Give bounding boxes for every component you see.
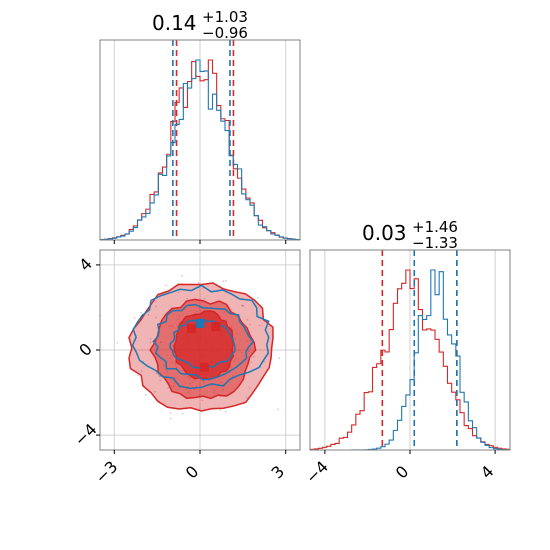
hist-param-1-title-minus: −0.96 bbox=[202, 24, 248, 42]
contour-sample-point bbox=[154, 390, 157, 393]
contour-series bbox=[99, 274, 281, 420]
contour-sample-point bbox=[149, 341, 152, 344]
contour-xtick-label-2: 3 bbox=[268, 462, 289, 483]
contour-sample-point bbox=[204, 297, 206, 300]
contour-sample-point bbox=[141, 370, 143, 373]
contour-sample-point bbox=[147, 314, 150, 316]
contour-sample-point bbox=[137, 374, 139, 376]
contour-ytick-label-1: 0 bbox=[75, 339, 96, 360]
contour-sample-point bbox=[169, 417, 172, 420]
hist-panel-param-2: 0.03 +1.46 −1.33 bbox=[309, 218, 511, 451]
contour-sample-point bbox=[219, 409, 222, 411]
contour-sample-point bbox=[158, 375, 161, 378]
contour-sample-point bbox=[250, 361, 253, 364]
contour-marker-0 bbox=[195, 318, 205, 328]
contour-sample-point bbox=[133, 317, 136, 319]
contour-sample-point bbox=[167, 387, 169, 389]
contour-sample-point bbox=[246, 318, 249, 321]
contour-sample-point bbox=[240, 304, 243, 307]
contour-marker-1 bbox=[211, 322, 221, 332]
contour-sample-point bbox=[258, 324, 261, 327]
contour-sample-point bbox=[149, 338, 152, 340]
hist-param-1-hist-series_b bbox=[99, 59, 301, 241]
hist-param-2-xtick-label-0: −4 bbox=[302, 457, 332, 487]
hist-param-2-xtick-label-1: 0 bbox=[392, 462, 413, 483]
contour-sample-point bbox=[242, 305, 244, 307]
contour-sample-point bbox=[263, 360, 266, 363]
contour-sample-point bbox=[278, 357, 281, 360]
contour-sample-point bbox=[159, 379, 162, 382]
contour-sample-point bbox=[201, 399, 204, 402]
contour-sample-point bbox=[155, 305, 157, 308]
contour-xtick-label-0: −3 bbox=[91, 457, 121, 487]
contour-sample-point bbox=[253, 355, 255, 358]
contour-sample-point bbox=[181, 412, 184, 415]
contour-sample-point bbox=[242, 304, 244, 307]
contour-sample-point bbox=[155, 372, 158, 375]
contour-sample-point bbox=[257, 297, 260, 299]
contour-sample-point bbox=[222, 280, 224, 282]
hist-param-2-title-minus: −1.33 bbox=[412, 234, 458, 252]
contour-sample-point bbox=[181, 274, 183, 277]
contour-sample-point bbox=[224, 279, 227, 282]
hist-param-1-grid bbox=[113, 40, 287, 240]
contour-sample-point bbox=[116, 342, 119, 344]
contour-sample-point bbox=[225, 410, 227, 413]
contour-sample-point bbox=[197, 281, 200, 284]
contour-sample-point bbox=[144, 393, 147, 396]
contour-sample-point bbox=[165, 284, 168, 287]
contour-sample-point bbox=[246, 397, 248, 399]
hist-param-1-title-plus: +1.03 bbox=[202, 8, 248, 26]
contour-sample-point bbox=[169, 412, 172, 414]
contour-marker-2 bbox=[186, 324, 196, 334]
hist-param-2-title-median: 0.03 bbox=[362, 221, 407, 245]
contour-sample-point bbox=[186, 297, 188, 300]
contour-sample-point bbox=[155, 316, 157, 319]
contour-ytick-label-0: −4 bbox=[71, 420, 101, 450]
hist-param-1-title-median: 0.14 bbox=[152, 11, 197, 35]
contour-ytick-label-2: 4 bbox=[75, 254, 96, 275]
contour-sample-point bbox=[277, 408, 279, 411]
contour-series-b-middle bbox=[152, 303, 255, 381]
hist-param-2-title-plus: +1.46 bbox=[412, 218, 458, 236]
hist-param-1-series bbox=[99, 40, 301, 241]
contour-xtick-label-1: 0 bbox=[182, 462, 203, 483]
contour-sample-point bbox=[177, 291, 180, 294]
hist-panel-param-1: 0.14 +1.03 −0.96 bbox=[99, 8, 301, 241]
contour-marker-3 bbox=[199, 362, 209, 372]
contour-sample-point bbox=[248, 387, 251, 389]
contour-panel bbox=[99, 249, 301, 451]
hist-param-2-xtick-label-2: 4 bbox=[477, 462, 498, 483]
contour-sample-point bbox=[140, 311, 142, 314]
contour-series-b-outer bbox=[131, 284, 270, 390]
contour-sample-point bbox=[249, 323, 252, 326]
